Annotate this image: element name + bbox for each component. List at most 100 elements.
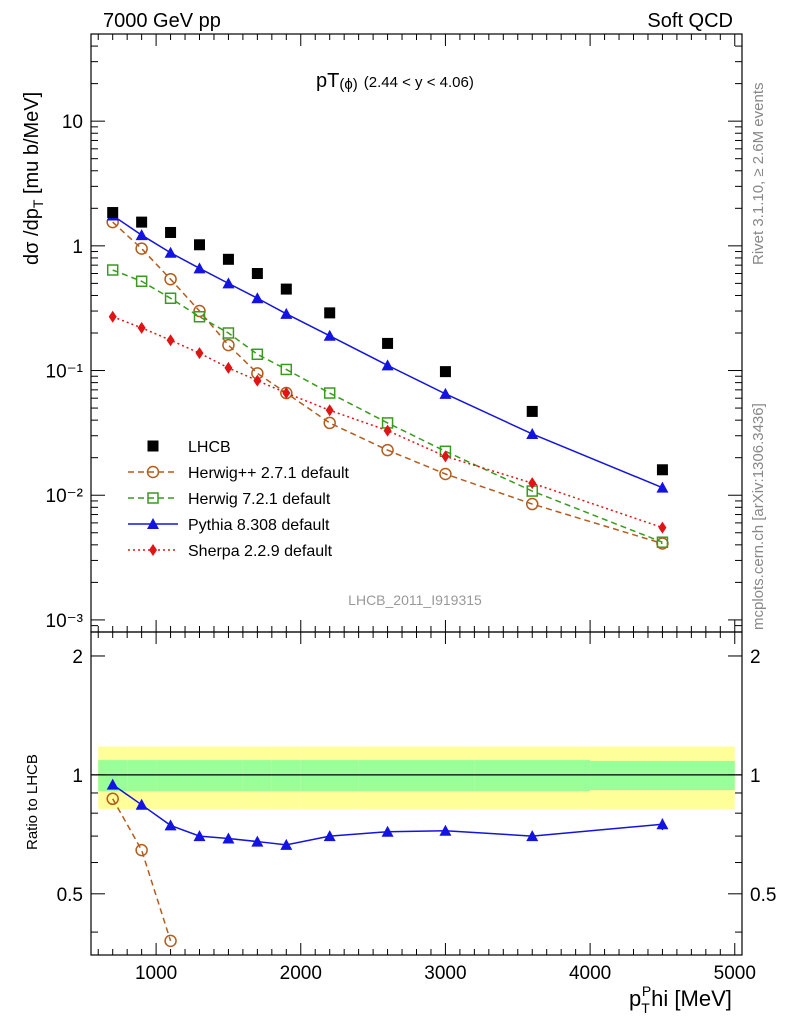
legend-marker [147, 492, 159, 504]
point-pythia-8-308-default [251, 292, 264, 304]
point-herwig-2-7-1-default [164, 272, 177, 286]
legend-label-lhcb: LHCB [188, 439, 231, 456]
x-axis-label-rest: hi [MeV] [651, 986, 732, 1011]
point-sherpa-2-2-9-default [108, 310, 117, 323]
point-herwig-7-2-1-default [656, 536, 669, 548]
point-herwig-2-7-1-default [439, 467, 452, 481]
ratio-point-pythia-8-308-default [251, 835, 264, 847]
y-tick-label-main: 10⁻² [46, 486, 84, 507]
point-sherpa-2-2-9-default [325, 404, 334, 417]
y-tick-label-ratio-left: 2 [72, 647, 83, 668]
y-tick-label-ratio-right: 1 [750, 766, 761, 787]
ratio-point-pythia-8-308-default [526, 830, 539, 842]
ratio-point-pythia-8-308-default [323, 830, 336, 842]
point-lhcb [251, 268, 263, 280]
point-lhcb [324, 307, 336, 319]
header-right: Soft QCD [647, 10, 733, 32]
legend-label-pythia-8-308-default: Pythia 8.308 default [188, 517, 330, 534]
ratio-line-pythia-8-308-default [112, 783, 663, 846]
point-lhcb [439, 366, 451, 378]
point-pythia-8-308-default [656, 481, 669, 493]
y-axis-label-main-text: dσ /dp [21, 208, 43, 265]
point-herwig-7-2-1-default [135, 275, 148, 288]
plot-title-phi: (ϕ) [339, 76, 357, 93]
series-line-pythia-8-308-default [112, 214, 663, 489]
series-line-herwig-7-2-1-default [112, 269, 663, 543]
y-axis-label-main-unit: [mu b/MeV] [21, 92, 43, 200]
point-sherpa-2-2-9-default [383, 424, 392, 437]
point-sherpa-2-2-9-default [195, 347, 204, 360]
ratio-point-pythia-8-308-default [381, 825, 394, 837]
ratio-point-herwig-2-7-1-default [164, 934, 177, 948]
plot-title-main: pT [316, 70, 339, 92]
x-axis-label-p: p [629, 986, 641, 1011]
y-axis-label-main: dσ /dpT [mu b/MeV] [21, 92, 46, 265]
legend-label-herwig-7-2-1-default: Herwig 7.2.1 default [188, 491, 331, 508]
point-herwig-2-7-1-default [135, 242, 148, 255]
ratio-point-pythia-8-308-default [135, 798, 148, 810]
point-sherpa-2-2-9-default [253, 374, 262, 387]
point-herwig-7-2-1-default [106, 264, 119, 276]
legend-marker [147, 440, 159, 452]
ratio-point-pythia-8-308-default [222, 832, 235, 844]
ratio-band-inner [127, 760, 157, 792]
point-herwig-2-7-1-default [222, 338, 235, 352]
ratio-band-inner [590, 760, 735, 791]
point-herwig-2-7-1-default [525, 497, 539, 511]
y-tick-label-main: 10⁻³ [46, 611, 84, 632]
x-tick-label: 4000 [569, 963, 611, 984]
ratio-band-inner [416, 760, 475, 792]
point-pythia-8-308-default [135, 229, 148, 241]
point-herwig-7-2-1-default [193, 310, 206, 323]
point-pythia-8-308-default [280, 307, 293, 319]
point-pythia-8-308-default [526, 427, 539, 439]
ratio-band-inner [242, 760, 272, 792]
point-lhcb [107, 207, 119, 219]
point-sherpa-2-2-9-default [166, 334, 175, 347]
side-rivet-label: Rivet 3.1.10, ≥ 2.6M events [750, 83, 767, 266]
ratio-band-inner [156, 760, 186, 792]
y-tick-label-main: 10⁻¹ [46, 362, 84, 383]
legend-label-sherpa-2-2-9-default: Sherpa 2.2.9 default [188, 543, 333, 560]
plot-title: pT(ϕ) (2.44 < y < 4.06) [316, 70, 474, 93]
side-mcplots-label: mcplots.cern.ch [arXiv:1306.3436] [750, 403, 767, 630]
point-sherpa-2-2-9-default [224, 361, 233, 374]
point-sherpa-2-2-9-default [658, 521, 667, 534]
y-axis-label-main-sub: T [30, 199, 46, 208]
x-tick-label: 3000 [424, 963, 466, 984]
ratio-band-inner [358, 760, 417, 792]
ratio-point-pythia-8-308-default [280, 838, 293, 850]
point-herwig-7-2-1-default [251, 348, 264, 361]
legend-marker [147, 518, 159, 529]
ratio-band-inner [185, 760, 214, 792]
point-sherpa-2-2-9-default [282, 387, 291, 400]
point-pythia-8-308-default [193, 262, 206, 274]
point-herwig-7-2-1-default [222, 327, 235, 339]
point-lhcb [222, 253, 234, 265]
point-lhcb [136, 216, 148, 228]
ratio-band-inner [300, 760, 359, 792]
y-tick-label-main: 1 [72, 237, 83, 258]
y-tick-label-ratio-left: 1 [72, 766, 83, 787]
plot-title-range: (2.44 < y < 4.06) [364, 74, 474, 91]
ratio-band-inner [474, 760, 591, 792]
series-line-sherpa-2-2-9-default [112, 316, 663, 529]
point-sherpa-2-2-9-default [528, 477, 537, 490]
point-lhcb [382, 337, 394, 349]
y-tick-label-main: 10 [62, 112, 83, 133]
x-axis-label-sub: T [641, 1000, 650, 1016]
x-tick-label: 1000 [135, 963, 177, 984]
x-tick-label: 2000 [280, 963, 322, 984]
ratio-point-pythia-8-308-default [106, 778, 119, 790]
point-lhcb [280, 283, 292, 295]
ratio-point-pythia-8-308-default [439, 824, 452, 836]
ratio-band-inner [213, 760, 243, 792]
point-herwig-7-2-1-default [164, 292, 177, 304]
x-axis-label: pTPhi [MeV] [629, 983, 732, 1016]
point-herwig-7-2-1-default [280, 363, 293, 376]
point-pythia-8-308-default [222, 277, 235, 289]
ratio-point-pythia-8-308-default [164, 819, 177, 831]
point-pythia-8-308-default [323, 329, 336, 341]
point-herwig-2-7-1-default [381, 443, 394, 457]
